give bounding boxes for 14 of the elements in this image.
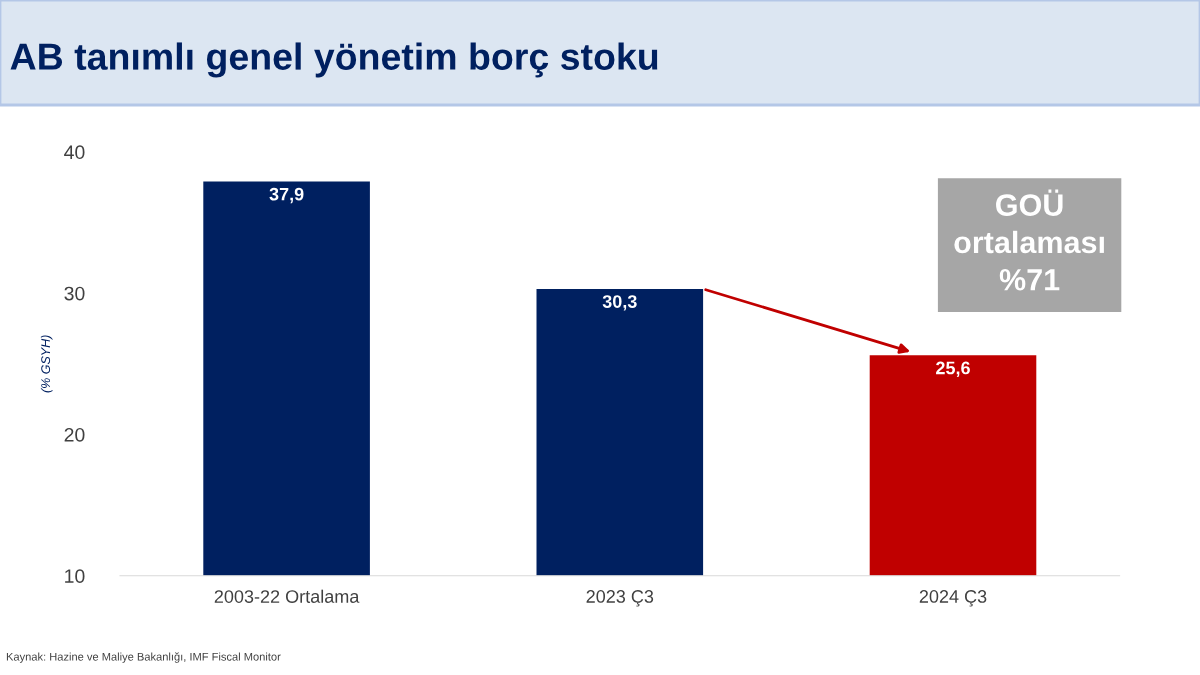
x-tick-label: 2024 Ç3 [919, 590, 987, 607]
y-tick-label: 20 [64, 427, 85, 442]
text: Kaynak: Hazine ve Maliye Bakanlığı, IMF Fiscal Monitor [6, 652, 281, 663]
y-axis-title: (% GSYH) [40, 335, 53, 393]
data-label: 30,3 [602, 295, 637, 311]
y-tick-label: 10 [65, 569, 85, 584]
y-tick-label: 40 [64, 145, 85, 160]
annotation: GOÜ ortalaması %71 [954, 189, 1104, 291]
x-tick-label: 2003-22 Ortalama [214, 589, 360, 603]
chart-title: AB tanımlı genel yönetim borç stoku [10, 42, 658, 78]
data-label: 37,9 [269, 187, 304, 204]
y-tick-label: 30 [64, 286, 85, 301]
data-label: 25,6 [936, 361, 970, 377]
x-tick-label: 2023 Ç3 [586, 590, 654, 607]
